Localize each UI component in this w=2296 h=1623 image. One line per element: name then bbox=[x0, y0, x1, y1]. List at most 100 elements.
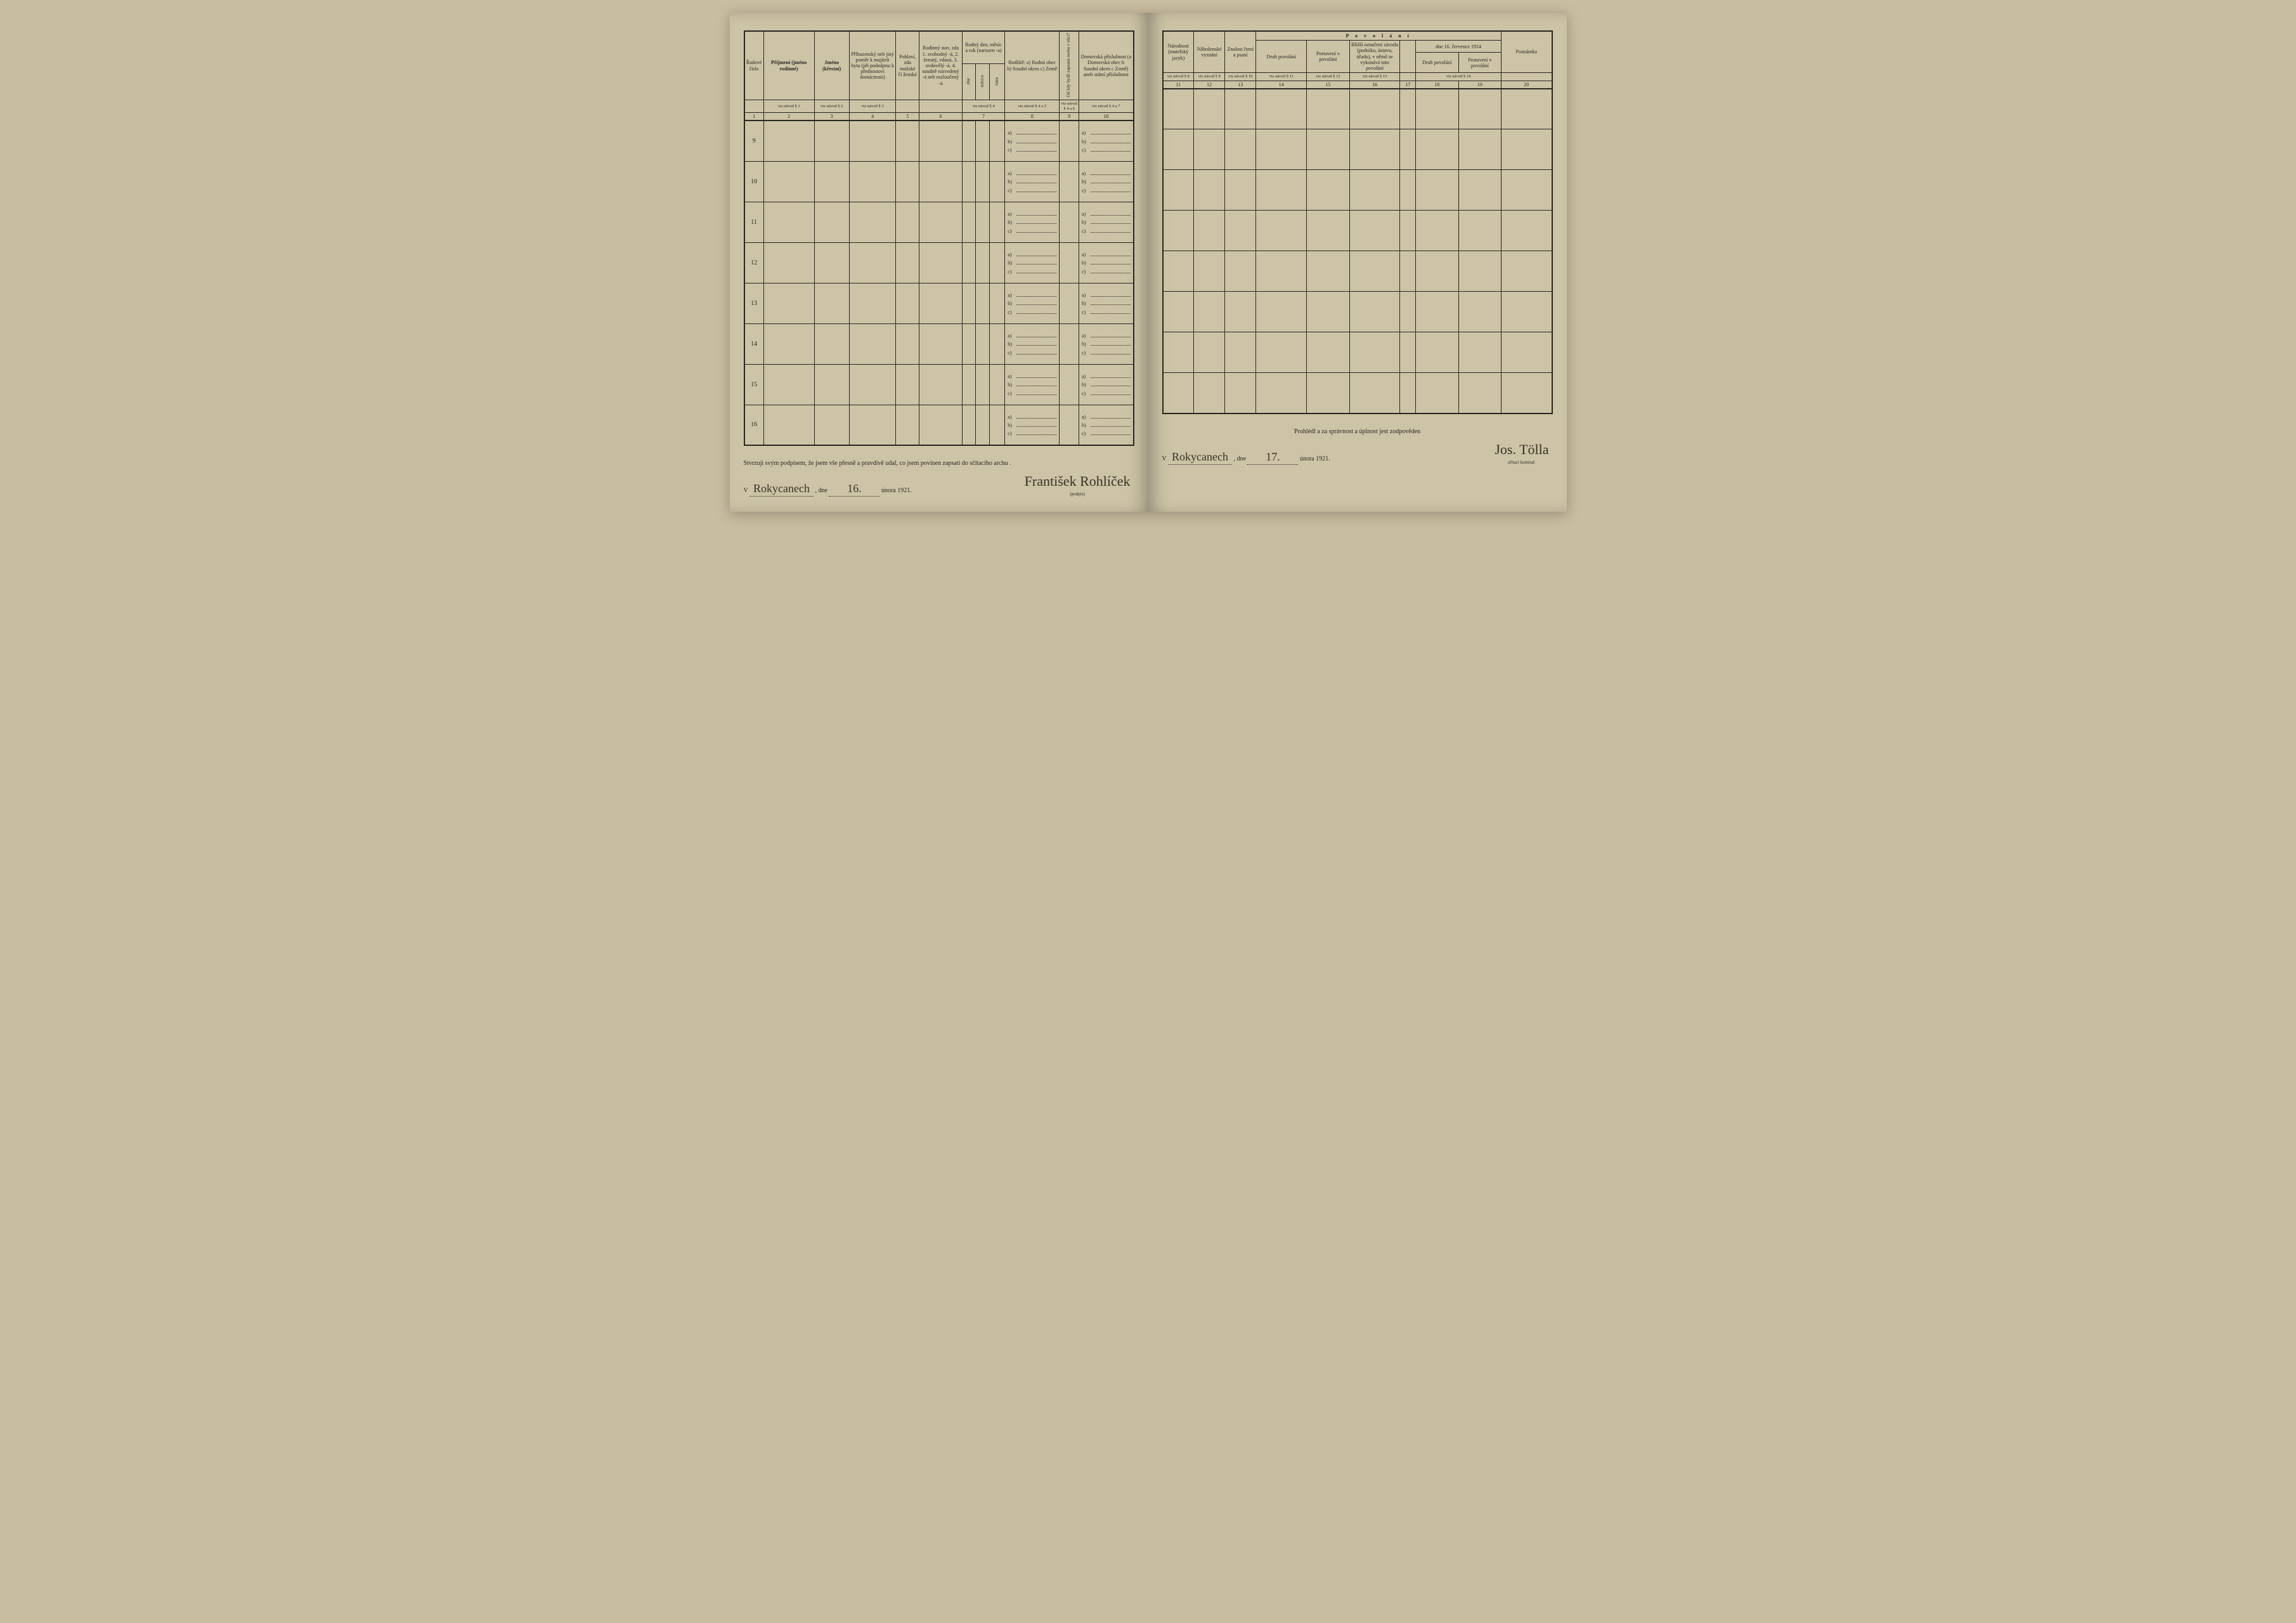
cell-col-15 bbox=[1307, 251, 1350, 292]
hdr-col-20: Poznámka bbox=[1501, 31, 1552, 73]
row-number: 14 bbox=[744, 323, 764, 364]
cell-col-14 bbox=[1256, 170, 1307, 211]
ref-17 bbox=[1400, 73, 1416, 81]
cell-col-20 bbox=[1501, 251, 1552, 292]
cell-relation bbox=[849, 121, 896, 161]
cell-firstname bbox=[814, 242, 849, 283]
table-row bbox=[1163, 211, 1552, 251]
ref-15: viz návod § 12 bbox=[1307, 73, 1350, 81]
cell-marital bbox=[919, 161, 963, 202]
cell-firstname bbox=[814, 202, 849, 242]
right-day: 17. bbox=[1247, 450, 1298, 465]
cell-col-14 bbox=[1256, 332, 1307, 373]
cell-col-15 bbox=[1307, 89, 1350, 129]
cell-birthplace: a)b)c) bbox=[1005, 405, 1060, 445]
cell-firstname bbox=[814, 405, 849, 445]
cell-domicile: a)b)c) bbox=[1079, 161, 1133, 202]
hdr-col-1: Řadové číslo bbox=[744, 31, 764, 100]
hdr-col-7a: dne bbox=[962, 63, 975, 100]
cell-marital bbox=[919, 121, 963, 161]
cell-sex bbox=[896, 242, 919, 283]
cell-year bbox=[989, 364, 1005, 405]
hdr-col-5: Pohlaví, zda mužské či ženské bbox=[896, 31, 919, 100]
left-affirmation: Stvrzuji svým podpisem, že jsem vše přes… bbox=[744, 460, 1134, 467]
cell-col-17 bbox=[1400, 129, 1416, 170]
table-row bbox=[1163, 170, 1552, 211]
cell-col-12 bbox=[1194, 332, 1225, 373]
right-signature-block: Jos. Tölla sčítací komisař. bbox=[1491, 441, 1552, 465]
cell-sex bbox=[896, 161, 919, 202]
cell-day bbox=[962, 242, 975, 283]
num-7: 7 bbox=[962, 113, 1005, 121]
num-2: 2 bbox=[763, 113, 814, 121]
hdr-col-14: Druh povolání bbox=[1256, 41, 1307, 73]
cell-col-13 bbox=[1225, 211, 1256, 251]
cell-col-12 bbox=[1194, 170, 1225, 211]
cell-domicile: a)b)c) bbox=[1079, 405, 1133, 445]
cell-col-14 bbox=[1256, 251, 1307, 292]
cell-col-19 bbox=[1458, 251, 1501, 292]
cell-col-18 bbox=[1416, 89, 1459, 129]
cell-col-18 bbox=[1416, 332, 1459, 373]
cell-col-12 bbox=[1194, 89, 1225, 129]
table-row: 12a)b)c)a)b)c) bbox=[744, 242, 1134, 283]
cell-surname bbox=[763, 242, 814, 283]
ref-3: viz návod § 2 bbox=[814, 100, 849, 113]
cell-sex bbox=[896, 283, 919, 323]
cell-relation bbox=[849, 202, 896, 242]
cell-since bbox=[1060, 405, 1079, 445]
cell-col-18 bbox=[1416, 373, 1459, 414]
cell-marital bbox=[919, 242, 963, 283]
cell-marital bbox=[919, 202, 963, 242]
right-place: Rokycanech bbox=[1168, 450, 1232, 465]
cell-year bbox=[989, 242, 1005, 283]
cell-col-19 bbox=[1458, 292, 1501, 332]
cell-surname bbox=[763, 202, 814, 242]
cell-year bbox=[989, 283, 1005, 323]
hdr-col-18-19-top: dne 16. července 1914 bbox=[1416, 41, 1501, 53]
cell-day bbox=[962, 364, 975, 405]
table-row: 9a)b)c)a)b)c) bbox=[744, 121, 1134, 161]
left-place: Rokycanech bbox=[749, 482, 814, 497]
cell-since bbox=[1060, 323, 1079, 364]
num-1: 1 bbox=[744, 113, 764, 121]
num-8: 8 bbox=[1005, 113, 1060, 121]
hdr-col-6: Rodinný stav, zda 1. svobodný -á, 2. žen… bbox=[919, 31, 963, 100]
hdr-col-13: Znalost čtení a psaní bbox=[1225, 31, 1256, 73]
hdr-col-7c: roku bbox=[989, 63, 1005, 100]
right-census-table: Národnost (mateřský jazyk) Náboženské vy… bbox=[1162, 30, 1553, 414]
cell-birthplace: a)b)c) bbox=[1005, 161, 1060, 202]
num-3: 3 bbox=[814, 113, 849, 121]
cell-since bbox=[1060, 364, 1079, 405]
cell-col-17 bbox=[1400, 211, 1416, 251]
cell-month bbox=[976, 364, 989, 405]
cell-col-14 bbox=[1256, 373, 1307, 414]
cell-col-13 bbox=[1225, 170, 1256, 211]
hdr-col-7b: měsíce bbox=[976, 63, 989, 100]
hdr-povolani: P o v o l á n í bbox=[1256, 31, 1501, 41]
cell-day bbox=[962, 161, 975, 202]
num-5: 5 bbox=[896, 113, 919, 121]
cell-col-18 bbox=[1416, 129, 1459, 170]
row-number: 9 bbox=[744, 121, 764, 161]
cell-firstname bbox=[814, 161, 849, 202]
hdr-col-8: Rodiště: a) Rodná obec b) Soudní okres c… bbox=[1005, 31, 1060, 100]
table-row: 15a)b)c)a)b)c) bbox=[744, 364, 1134, 405]
cell-col-17 bbox=[1400, 332, 1416, 373]
cell-surname bbox=[763, 283, 814, 323]
cell-sex bbox=[896, 364, 919, 405]
cell-col-13 bbox=[1225, 89, 1256, 129]
cell-col-18 bbox=[1416, 292, 1459, 332]
cell-col-20 bbox=[1501, 332, 1552, 373]
num-17: 17 bbox=[1400, 81, 1416, 89]
right-place-date: V Rokycanech , dne 17. února 1921. bbox=[1162, 450, 1330, 465]
hdr-col-19: Postavení v povolání bbox=[1458, 53, 1501, 73]
cell-col-13 bbox=[1225, 292, 1256, 332]
ref-8: viz návod § 4 a 5 bbox=[1005, 100, 1060, 113]
cell-birthplace: a)b)c) bbox=[1005, 202, 1060, 242]
cell-relation bbox=[849, 161, 896, 202]
cell-firstname bbox=[814, 121, 849, 161]
cell-domicile: a)b)c) bbox=[1079, 242, 1133, 283]
cell-col-15 bbox=[1307, 170, 1350, 211]
ref-16: viz návod § 13 bbox=[1349, 73, 1400, 81]
